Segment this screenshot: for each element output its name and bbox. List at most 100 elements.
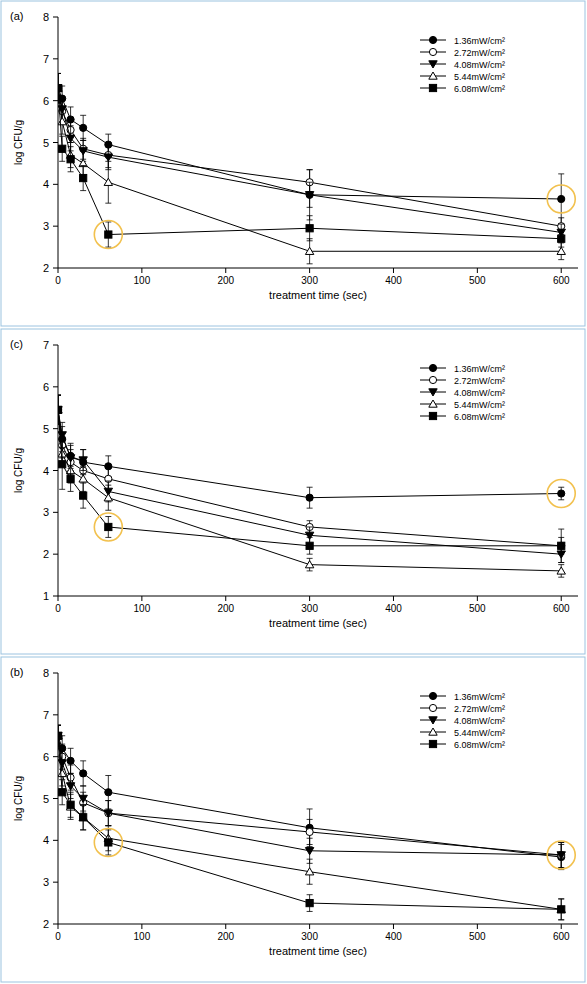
x-tick: [477, 924, 478, 929]
series-line: [58, 736, 561, 855]
error-cap: [58, 395, 61, 396]
error-cap: [105, 221, 111, 222]
data-point: [306, 542, 313, 549]
legend-marker: [429, 740, 436, 747]
data-point: [80, 770, 87, 777]
error-cap: [59, 439, 65, 440]
error-cap: [105, 854, 111, 855]
data-point: [58, 407, 62, 414]
error-bar: [80, 805, 86, 830]
y-tick: [53, 470, 58, 471]
data-point: [306, 225, 313, 232]
x-tick: [309, 596, 310, 601]
error-cap: [307, 838, 313, 839]
error-cap: [68, 171, 74, 172]
data-point: [67, 801, 74, 808]
x-tick-label: 600: [553, 931, 570, 942]
y-tick: [53, 882, 58, 883]
x-tick-label: 0: [55, 931, 61, 942]
error-cap: [307, 558, 313, 559]
y-tick: [53, 554, 58, 555]
error-cap: [68, 142, 74, 143]
x-tick-label: 0: [55, 603, 61, 614]
error-bar: [58, 725, 61, 746]
x-tick: [141, 268, 142, 273]
legend-label: 6.08mW/cm²: [454, 740, 505, 750]
data-point: [306, 899, 313, 906]
data-point: [105, 839, 112, 846]
error-cap: [105, 203, 111, 204]
error-cap: [59, 489, 65, 490]
y-axis-title: log CFU/g: [13, 776, 24, 821]
error-cap: [58, 102, 61, 103]
data-point: [67, 156, 74, 163]
y-axis-title: log CFU/g: [13, 448, 24, 493]
highlight-ring: [547, 841, 575, 869]
error-cap: [58, 424, 61, 425]
error-cap: [105, 825, 111, 826]
error-cap: [58, 725, 61, 726]
legend-label: 5.44mW/cm²: [454, 400, 505, 410]
error-cap: [58, 725, 61, 726]
error-cap: [558, 499, 564, 500]
legend-marker: [429, 364, 436, 371]
error-bar: [558, 174, 564, 224]
x-tick-label: 100: [134, 603, 151, 614]
data-point: [79, 795, 87, 802]
highlight-ring: [94, 828, 122, 856]
data-point: [58, 406, 62, 413]
x-tick-label: 400: [385, 603, 402, 614]
error-cap: [105, 142, 111, 143]
error-cap: [307, 554, 313, 555]
error-cap: [80, 829, 86, 830]
error-cap: [105, 247, 111, 248]
data-point: [80, 174, 87, 181]
error-cap: [58, 73, 61, 74]
legend-label: 6.08mW/cm²: [454, 84, 505, 94]
data-point: [66, 135, 74, 142]
data-point: [58, 432, 66, 439]
panel-frame: [1, 657, 585, 982]
error-cap: [105, 537, 111, 538]
error-bar: [307, 895, 313, 912]
error-cap: [307, 537, 313, 538]
error-cap: [105, 510, 111, 511]
error-bar: [80, 115, 86, 140]
error-cap: [558, 259, 564, 260]
legend-label: 4.08mW/cm²: [454, 716, 505, 726]
legend-marker: [429, 84, 436, 91]
error-cap: [58, 73, 61, 74]
x-tick-label: 100: [134, 931, 151, 942]
x-axis-title: treatment time (sec): [269, 945, 367, 957]
series-line: [58, 88, 561, 251]
error-cap: [105, 455, 111, 456]
y-tick-label: 2: [43, 262, 49, 274]
error-cap: [105, 825, 111, 826]
error-cap: [105, 134, 111, 135]
error-cap: [558, 867, 564, 868]
error-cap: [58, 102, 61, 103]
error-cap: [307, 215, 313, 216]
data-point: [58, 406, 62, 413]
series-line: [58, 410, 561, 546]
error-cap: [68, 748, 74, 749]
error-cap: [80, 760, 86, 761]
error-cap: [58, 746, 61, 747]
error-cap: [307, 508, 313, 509]
y-tick: [53, 17, 58, 18]
data-point: [104, 178, 112, 185]
legend-label: 4.08mW/cm²: [454, 388, 505, 398]
data-point: [305, 868, 313, 875]
error-bar: [80, 166, 86, 191]
error-cap: [307, 169, 313, 170]
plot-area: [58, 725, 565, 920]
legend-label: 6.08mW/cm²: [454, 412, 505, 422]
x-tick-label: 600: [553, 603, 570, 614]
x-tick: [477, 596, 478, 601]
x-tick: [393, 596, 394, 601]
error-cap: [80, 508, 86, 509]
error-cap: [558, 919, 564, 920]
x-tick: [477, 268, 478, 273]
data-point: [105, 810, 112, 817]
error-cap: [307, 911, 313, 912]
